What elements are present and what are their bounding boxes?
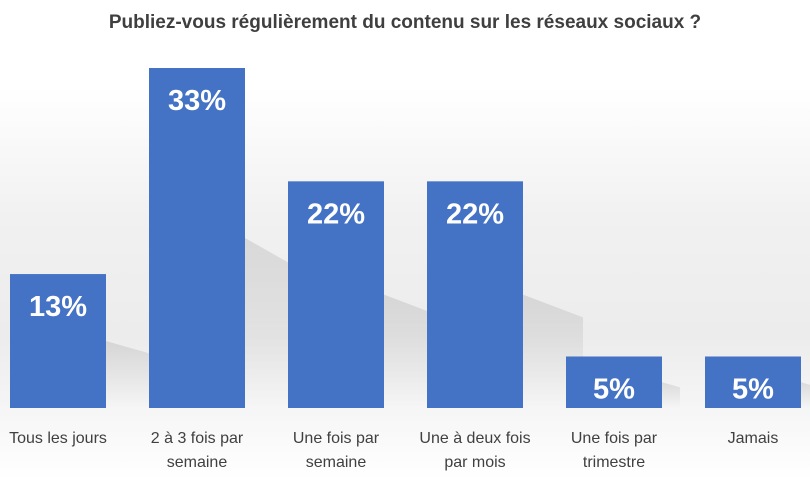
data-label: 13%	[29, 291, 87, 323]
bar	[10, 274, 106, 408]
category-label: trimestre	[583, 454, 645, 471]
bar	[149, 68, 245, 408]
bar	[288, 181, 384, 408]
bar	[427, 181, 523, 408]
category-label: Une fois par	[293, 430, 380, 447]
bar-shadow	[801, 382, 810, 408]
category-label: Une fois par	[571, 430, 658, 447]
chart-title: Publiez-vous régulièrement du contenu su…	[108, 12, 702, 33]
category-label: par mois	[444, 454, 505, 471]
data-label: 22%	[446, 198, 504, 230]
bar-shadow	[662, 382, 681, 408]
category-label: Tous les jours	[9, 430, 107, 447]
bar	[566, 356, 662, 408]
data-label: 5%	[593, 373, 635, 405]
data-label: 5%	[732, 373, 774, 405]
data-label: 22%	[307, 198, 365, 230]
category-label: semaine	[306, 454, 367, 471]
category-label: Jamais	[728, 430, 779, 447]
data-label: 33%	[168, 85, 226, 117]
category-label: Une à deux fois	[419, 430, 530, 447]
category-label: 2 à 3 fois par	[151, 430, 244, 447]
bar	[705, 356, 801, 408]
bar-shadow	[106, 341, 153, 408]
category-label: semaine	[167, 454, 228, 471]
